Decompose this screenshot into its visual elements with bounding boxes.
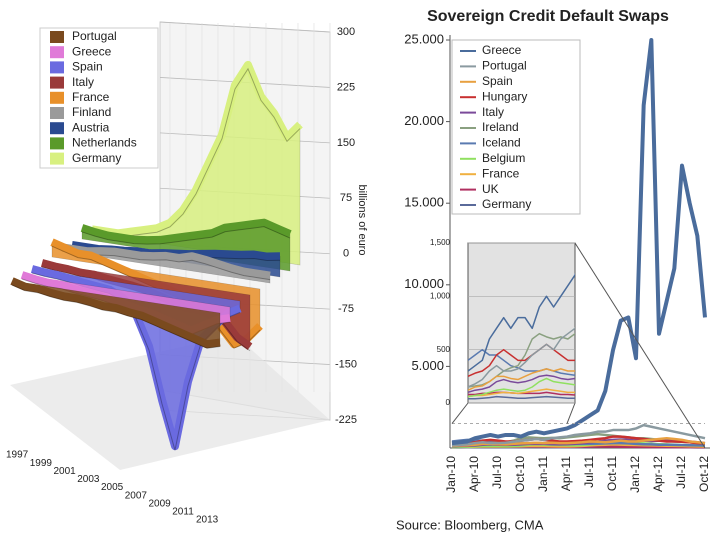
series-line: [468, 374, 575, 394]
x-tick-label: Jan-12: [628, 456, 642, 493]
inset-y-tick-label: 1,500: [430, 238, 451, 247]
y-tick-label: 10.000: [404, 276, 444, 291]
legend-label: Netherlands: [72, 136, 137, 150]
y-tick-label: 225: [337, 81, 355, 93]
x-tick-label: Jan-11: [536, 456, 550, 492]
series-line: [468, 343, 575, 378]
legend-label: Germany: [482, 197, 531, 211]
legend-label: Italy: [482, 105, 504, 119]
legend-swatch: [50, 107, 64, 119]
x-tick-label: Apr-12: [651, 456, 665, 492]
series-line: [451, 38, 707, 446]
inset-plot: [468, 272, 575, 400]
legend-label: UK: [482, 182, 499, 196]
legend-label: France: [482, 166, 520, 180]
y-tick-label: 75: [340, 192, 352, 204]
legend-swatch: [50, 122, 64, 135]
chart-title: Sovereign Credit Default Swaps: [427, 8, 669, 25]
legend-swatch: [50, 46, 64, 59]
series-line: [468, 348, 575, 377]
y-tick-label: -150: [335, 358, 357, 370]
inset-y-tick-label: 0: [446, 398, 451, 407]
legend-label: Italy: [72, 75, 94, 89]
legend-swatch: [50, 152, 64, 165]
ribbon-top: [80, 218, 292, 245]
x-tick-label: 2013: [196, 515, 219, 526]
ribbon-edge: [81, 226, 291, 245]
legend-label: Hungary: [482, 89, 527, 103]
series-line: [468, 395, 575, 400]
x-tick-label: 1997: [6, 450, 29, 461]
legend-label: France: [72, 90, 110, 104]
legend-label: Greece: [72, 44, 112, 58]
x-tick-label: Jan-10: [444, 456, 458, 493]
x-tick-label: Jul-11: [582, 456, 596, 488]
x-tick-label: 2001: [54, 466, 77, 477]
legend-label: Belgium: [482, 151, 525, 165]
legend-label: Iceland: [482, 136, 521, 150]
x-tick-label: Jul-10: [490, 456, 504, 489]
x-tick-label: Oct-11: [605, 456, 619, 491]
series-line: [468, 377, 575, 398]
legend-label: Portugal: [482, 59, 527, 73]
series-line: [451, 435, 706, 446]
ribbon-top: [10, 277, 221, 349]
ribbon-top: [61, 243, 271, 280]
zoom-connector: [566, 402, 576, 424]
x-tick-label: Jul-12: [674, 456, 688, 489]
series-line: [468, 388, 575, 398]
x-tick-label: 2009: [149, 498, 172, 509]
inset-y-tick-label: 500: [437, 345, 451, 354]
series-line: [468, 272, 575, 372]
legend-label: Austria: [72, 120, 110, 134]
legend-swatch: [50, 91, 64, 104]
x-tick-label: Apr-10: [467, 456, 481, 492]
y-tick-label: 15.000: [404, 195, 444, 210]
legend-swatch: [50, 76, 64, 89]
inset-y-tick-label: 1,000: [430, 291, 451, 300]
legend-swatch: [50, 61, 64, 74]
inset-frame: [467, 242, 576, 404]
y-tick-label: 5.000: [411, 358, 444, 373]
series-line: [468, 368, 575, 391]
y-tick-label: 25.000: [404, 31, 444, 46]
x-tick-label: Oct-10: [513, 456, 527, 492]
legend-label: Portugal: [72, 29, 117, 43]
legend-label: Greece: [482, 43, 522, 57]
x-tick-label: 2005: [101, 482, 124, 493]
zoom-connector: [451, 402, 469, 424]
y-tick-label: 0: [343, 248, 349, 260]
series-line: [451, 423, 706, 447]
ribbon-top: [91, 60, 303, 238]
ribbon-edge: [11, 284, 221, 349]
legend-label: Germany: [72, 151, 121, 165]
y-tick-label: 300: [337, 26, 355, 38]
legend-label: Spain: [482, 74, 513, 88]
x-tick-label: 1999: [30, 458, 53, 469]
legend-label: Finland: [72, 105, 111, 119]
x-tick-label: Apr-11: [559, 456, 573, 491]
x-tick-label: 2003: [77, 474, 100, 485]
legend-label: Ireland: [482, 120, 519, 134]
y-tick-label: -225: [335, 414, 357, 426]
y-tick-label: -75: [338, 303, 354, 315]
x-tick-label: Oct-12: [697, 456, 711, 492]
y-axis-label: billions of euro: [356, 185, 368, 256]
series-line: [468, 332, 575, 388]
grid-line: [159, 21, 331, 33]
y-tick-label: 150: [337, 137, 355, 149]
legend-label: Spain: [72, 60, 103, 74]
x-tick-label: 2011: [172, 507, 194, 518]
y-tick-label: 20.000: [404, 113, 444, 128]
source-note: Source: Bloomberg, CMA: [396, 517, 544, 532]
legend-swatch: [50, 137, 64, 150]
zoom-connector: [574, 242, 706, 449]
legend-swatch: [50, 31, 64, 43]
series-line: [468, 326, 575, 388]
x-tick-label: 2007: [125, 490, 148, 501]
